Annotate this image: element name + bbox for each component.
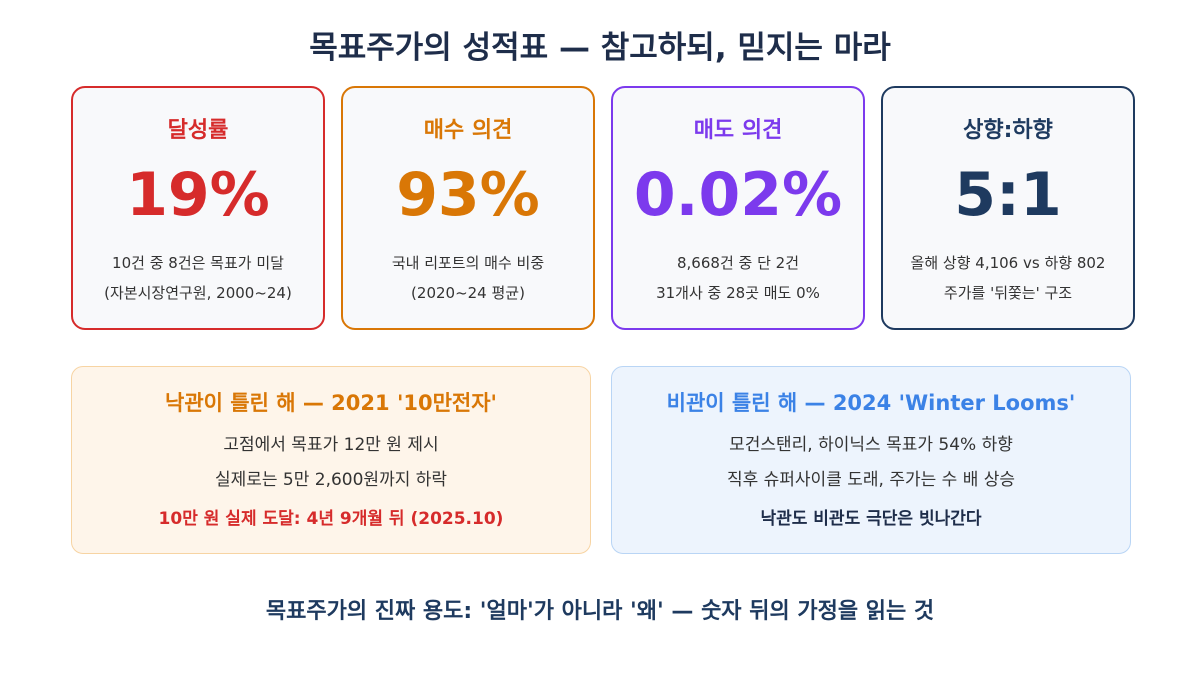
card-line: (2020~24 평균): [411, 284, 525, 302]
case-box: 비관이 틀린 해 — 2024 'Winter Looms' 모건스탠리, 하이…: [611, 366, 1131, 554]
card-line: 8,668건 중 단 2건: [677, 254, 799, 272]
stat-card: 매도 의견 0.02% 8,668건 중 단 2건 31개사 중 28곳 매도 …: [611, 86, 865, 330]
card-line: 31개사 중 28곳 매도 0%: [656, 284, 820, 302]
case-title: 비관이 틀린 해 — 2024 'Winter Looms': [666, 391, 1076, 415]
case-line: 실제로는 5만 2,600원까지 하락: [214, 470, 448, 490]
card-value: 0.02%: [633, 160, 843, 230]
title: 목표주가의 성적표 — 참고하되, 믿지는 마라: [309, 30, 891, 66]
case-line: 고점에서 목표가 12만 원 제시: [223, 435, 439, 455]
card-value: 93%: [396, 160, 540, 230]
case-box: 낙관이 틀린 해 — 2021 '10만전자' 고점에서 목표가 12만 원 제…: [71, 366, 591, 554]
card-line: 주가를 '뒤쫓는' 구조: [943, 284, 1073, 302]
footer: 목표주가의 진짜 용도: '얼마'가 아니라 '왜' — 숫자 뒤의 가정을 읽…: [265, 599, 935, 624]
card-line: 올해 상향 4,106 vs 하향 802: [910, 254, 1106, 272]
card-line: 국내 리포트의 매수 비중: [391, 254, 545, 272]
case-line: 모건스탠리, 하이닉스 목표가 54% 하향: [729, 435, 1013, 455]
card-value: 19%: [126, 160, 270, 230]
case-title: 낙관이 틀린 해 — 2021 '10만전자': [165, 391, 497, 415]
case-line: 직후 슈퍼사이클 도래, 주가는 수 배 상승: [726, 470, 1016, 490]
stat-card: 상향:하향 5:1 올해 상향 4,106 vs 하향 802 주가를 '뒤쫓는…: [881, 86, 1135, 330]
case-emphasis: 낙관도 비관도 극단은 빗나간다: [760, 509, 982, 529]
case-emphasis: 10만 원 실제 도달: 4년 9개월 뒤 (2025.10): [158, 509, 504, 529]
card-label: 매도 의견: [693, 118, 783, 143]
stat-card: 달성률 19% 10건 중 8건은 목표가 미달 (자본시장연구원, 2000~…: [71, 86, 325, 330]
card-line: 10건 중 8건은 목표가 미달: [112, 254, 284, 272]
card-label: 달성률: [167, 118, 229, 143]
card-label: 상향:하향: [963, 118, 1053, 143]
card-line: (자본시장연구원, 2000~24): [104, 284, 292, 302]
stat-card: 매수 의견 93% 국내 리포트의 매수 비중 (2020~24 평균): [341, 86, 595, 330]
card-value: 5:1: [954, 160, 1062, 230]
card-label: 매수 의견: [423, 118, 513, 143]
